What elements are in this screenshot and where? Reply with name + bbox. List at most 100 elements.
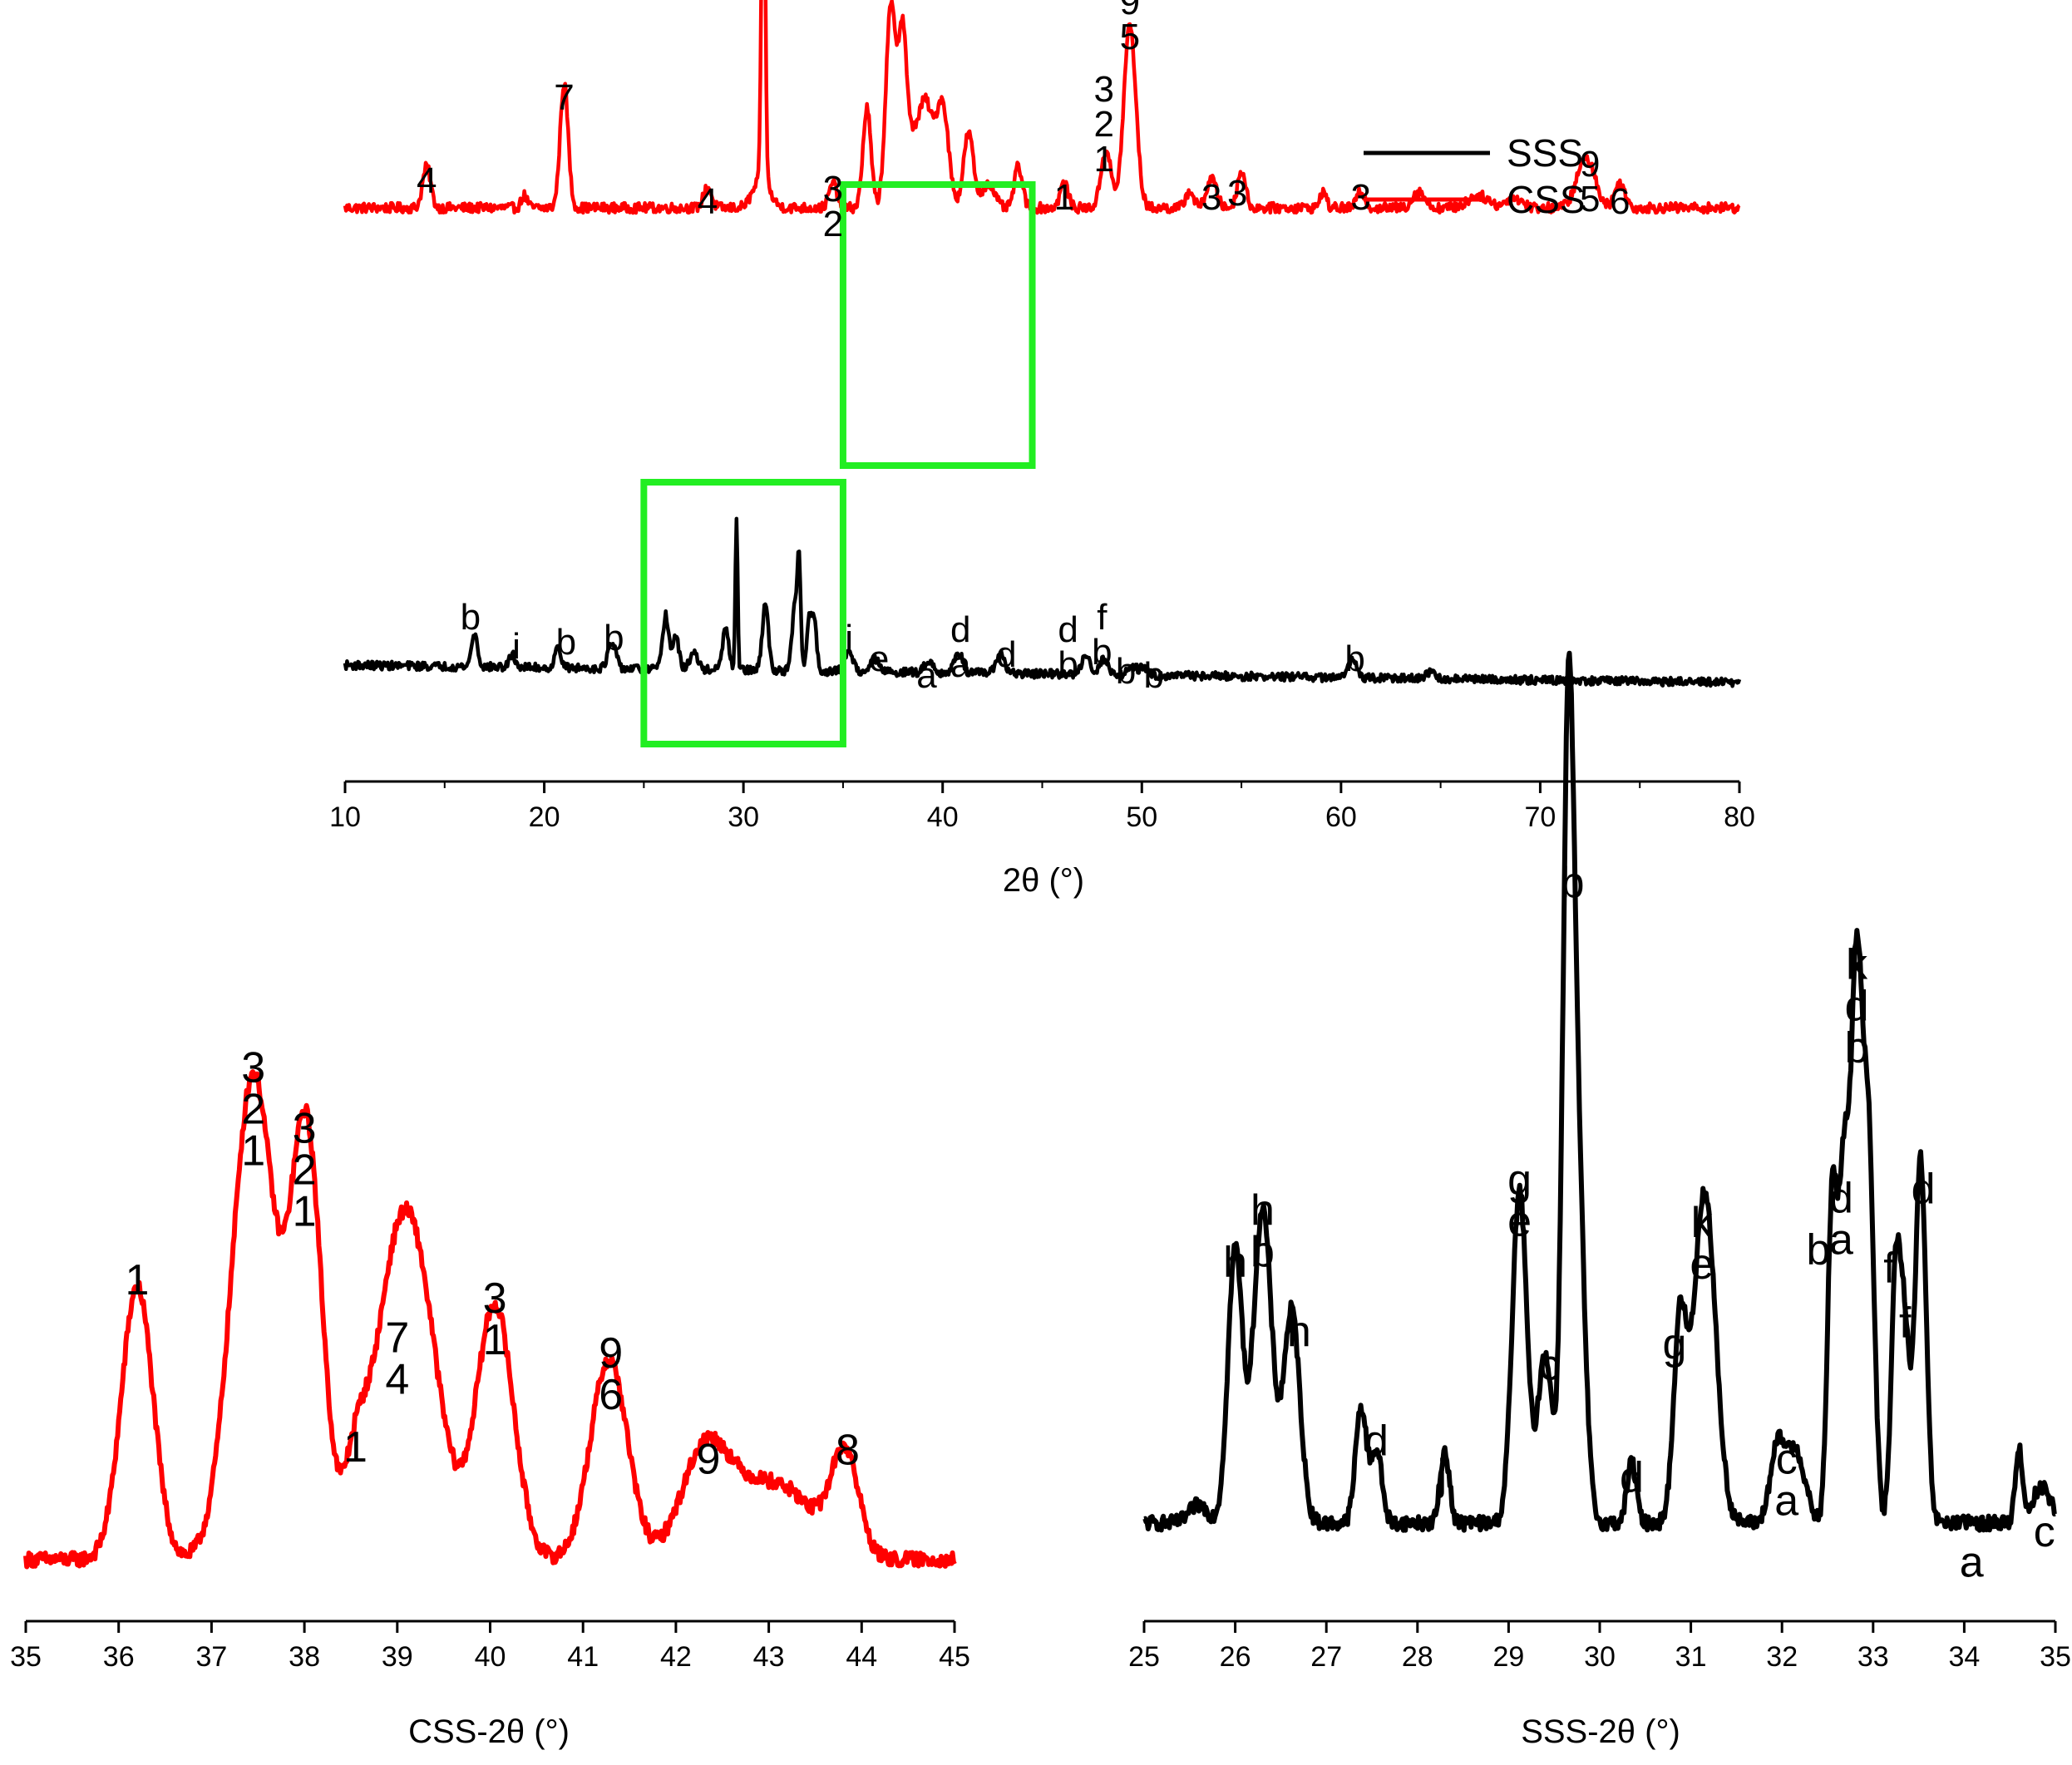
main-peak-label: 6: [1610, 181, 1630, 222]
main-peak-label: 4: [698, 181, 718, 222]
sss_zoom-peak-label: d: [1912, 1166, 1936, 1214]
main-peak-label: d: [1058, 609, 1078, 650]
main-peak-label: 1: [1054, 177, 1074, 218]
sss_zoom-peak-label: d: [1620, 1453, 1644, 1501]
sss_zoom-peak-label: b: [1807, 1226, 1831, 1274]
legend: SSS CSS: [1364, 131, 1586, 221]
highlight-box-sss: [640, 479, 846, 747]
sss_zoom-peak-label: h: [1287, 1308, 1311, 1356]
css_zoom-x-tick-label: 38: [289, 1641, 320, 1673]
main-x-tick-label: 70: [1525, 801, 1556, 833]
main-peak-label: a: [916, 655, 937, 696]
css_zoom-peak-label: 4: [385, 1356, 409, 1404]
sss-zoom-series-group: [1142, 650, 2057, 1533]
main-peak-label: b: [604, 618, 624, 658]
sss_zoom-peak-label: e: [1690, 1240, 1714, 1289]
css_zoom-peak-label: 7: [385, 1314, 409, 1363]
sss_zoom-peak-label: h: [1251, 1186, 1275, 1235]
sss_zoom-peak-label: f: [1883, 1245, 1896, 1293]
sss_zoom-peak-label: h: [1223, 1238, 1247, 1286]
main-x-tick-label: 10: [329, 801, 361, 833]
main-peak-label: b: [556, 622, 576, 663]
sss_zoom-peak-label: c: [2034, 1508, 2055, 1556]
sss_zoom-peak-label: a: [1774, 1477, 1798, 1526]
sss_zoom-x-tick-label: 31: [1675, 1641, 1707, 1673]
sss_zoom-x-tick-label: 32: [1766, 1641, 1798, 1673]
main-peak-label: 5: [1580, 179, 1600, 219]
main-peak-label: 9: [1120, 0, 1140, 22]
main-peak-label: d: [996, 634, 1016, 675]
legend-label-sss: SSS: [1507, 131, 1583, 175]
main-peak-label: 2: [823, 204, 843, 244]
main-peak-label: 3: [1094, 69, 1114, 110]
css_zoom-x-tick-label: 43: [753, 1641, 785, 1673]
main-x-axis: 10 20 30 40 50 60 70 80: [329, 780, 1755, 833]
css_zoom-x-tick-label: 40: [475, 1641, 506, 1673]
css_zoom-peak-label: 1: [343, 1423, 368, 1472]
css_zoom-peak-label: 1: [241, 1127, 265, 1176]
sss_zoom-peak-label: d: [1845, 983, 1869, 1031]
sss_zoom-x-tick-label: 28: [1402, 1641, 1433, 1673]
main-peak-label: i: [512, 626, 520, 667]
main-peak-label: e: [869, 638, 889, 679]
css_zoom-x-tick-label: 41: [567, 1641, 599, 1673]
sss_zoom-peak-label: c: [1776, 1436, 1798, 1484]
css_zoom-x-tick-label: 37: [195, 1641, 227, 1673]
sss_zoom-peak-label: b: [1561, 859, 1585, 907]
main-peak-label: 9: [1580, 144, 1600, 185]
sss_zoom-x-tick-label: 27: [1310, 1641, 1342, 1673]
highlight-box-css: [839, 181, 1036, 469]
main-peak-label: i: [845, 618, 853, 658]
main-peak-labels: 47421032132195333956bibbieadaddbfbbbb: [417, 0, 1630, 696]
css_zoom-peak-label: 1: [483, 1316, 507, 1364]
sss_zoom-peak-label: d: [1364, 1417, 1389, 1466]
main-x-tick-label: 20: [529, 801, 560, 833]
sss_zoom-peak-label: g: [1662, 1320, 1686, 1368]
sss_zoom-peak-label: d: [1829, 1175, 1853, 1223]
main-peak-label: 1: [1094, 139, 1114, 180]
css_zoom-x-tick-label: 35: [10, 1641, 42, 1673]
main-series-group: [343, 0, 1742, 688]
main-peak-label: b: [461, 597, 481, 638]
main-x-axis-label: 2θ (°): [1003, 862, 1084, 899]
main-peak-label: 3: [1201, 177, 1221, 218]
sss_zoom-x-tick-label: 34: [1948, 1641, 1980, 1673]
sss_zoom-x-tick-label: 26: [1220, 1641, 1251, 1673]
main-x-tick-label: 40: [927, 801, 959, 833]
sss_zoom-peak-label: e: [1507, 1198, 1532, 1246]
main-peak-label: 3: [823, 169, 843, 210]
main-peak-label: 2: [1094, 104, 1114, 145]
css_zoom-x-tick-label: 42: [660, 1641, 692, 1673]
main-x-tick-label: 60: [1325, 801, 1357, 833]
css_zoom-peak-label: 3: [241, 1044, 265, 1092]
css_zoom-peak-label: 9: [697, 1436, 721, 1484]
main-peak-label: 3: [1227, 173, 1247, 214]
css_zoom-series-css-line: [23, 1069, 957, 1570]
sss_zoom-peak-label: c: [1539, 1341, 1561, 1389]
css_zoom-peak-label: 2: [293, 1146, 317, 1195]
sss_zoom-peak-label: f: [1899, 1299, 1912, 1347]
css-zoom-x-axis-label: CSS-2θ (°): [408, 1713, 570, 1750]
sss-zoom-x-axis-label: SSS-2θ (°): [1521, 1713, 1680, 1750]
css_zoom-x-tick-label: 36: [103, 1641, 135, 1673]
sss_zoom-peak-label: b: [1845, 1024, 1869, 1072]
sss_zoom-peak-label: g: [1507, 1156, 1532, 1205]
css-zoom-x-axis: 35 36 37 38 39 40 41 42 43 44 45: [10, 1620, 970, 1673]
legend-label-css: CSS: [1507, 178, 1586, 221]
sss_zoom-peak-label: a: [1960, 1539, 1984, 1587]
main-peak-label: f: [1097, 597, 1108, 638]
css_zoom-peak-label: 9: [599, 1329, 623, 1378]
css_zoom-x-tick-label: 44: [846, 1641, 877, 1673]
css_zoom-x-tick-label: 45: [939, 1641, 970, 1673]
css_zoom-peak-label: 3: [293, 1105, 317, 1153]
sss_zoom-x-tick-label: 30: [1584, 1641, 1616, 1673]
highlight-boxes: [640, 181, 1036, 747]
main-peak-label: b: [1092, 632, 1112, 673]
main-series-css-line: [343, 0, 1741, 215]
sss_zoom-x-tick-label: 33: [1857, 1641, 1889, 1673]
main-peak-label: a: [950, 644, 971, 685]
